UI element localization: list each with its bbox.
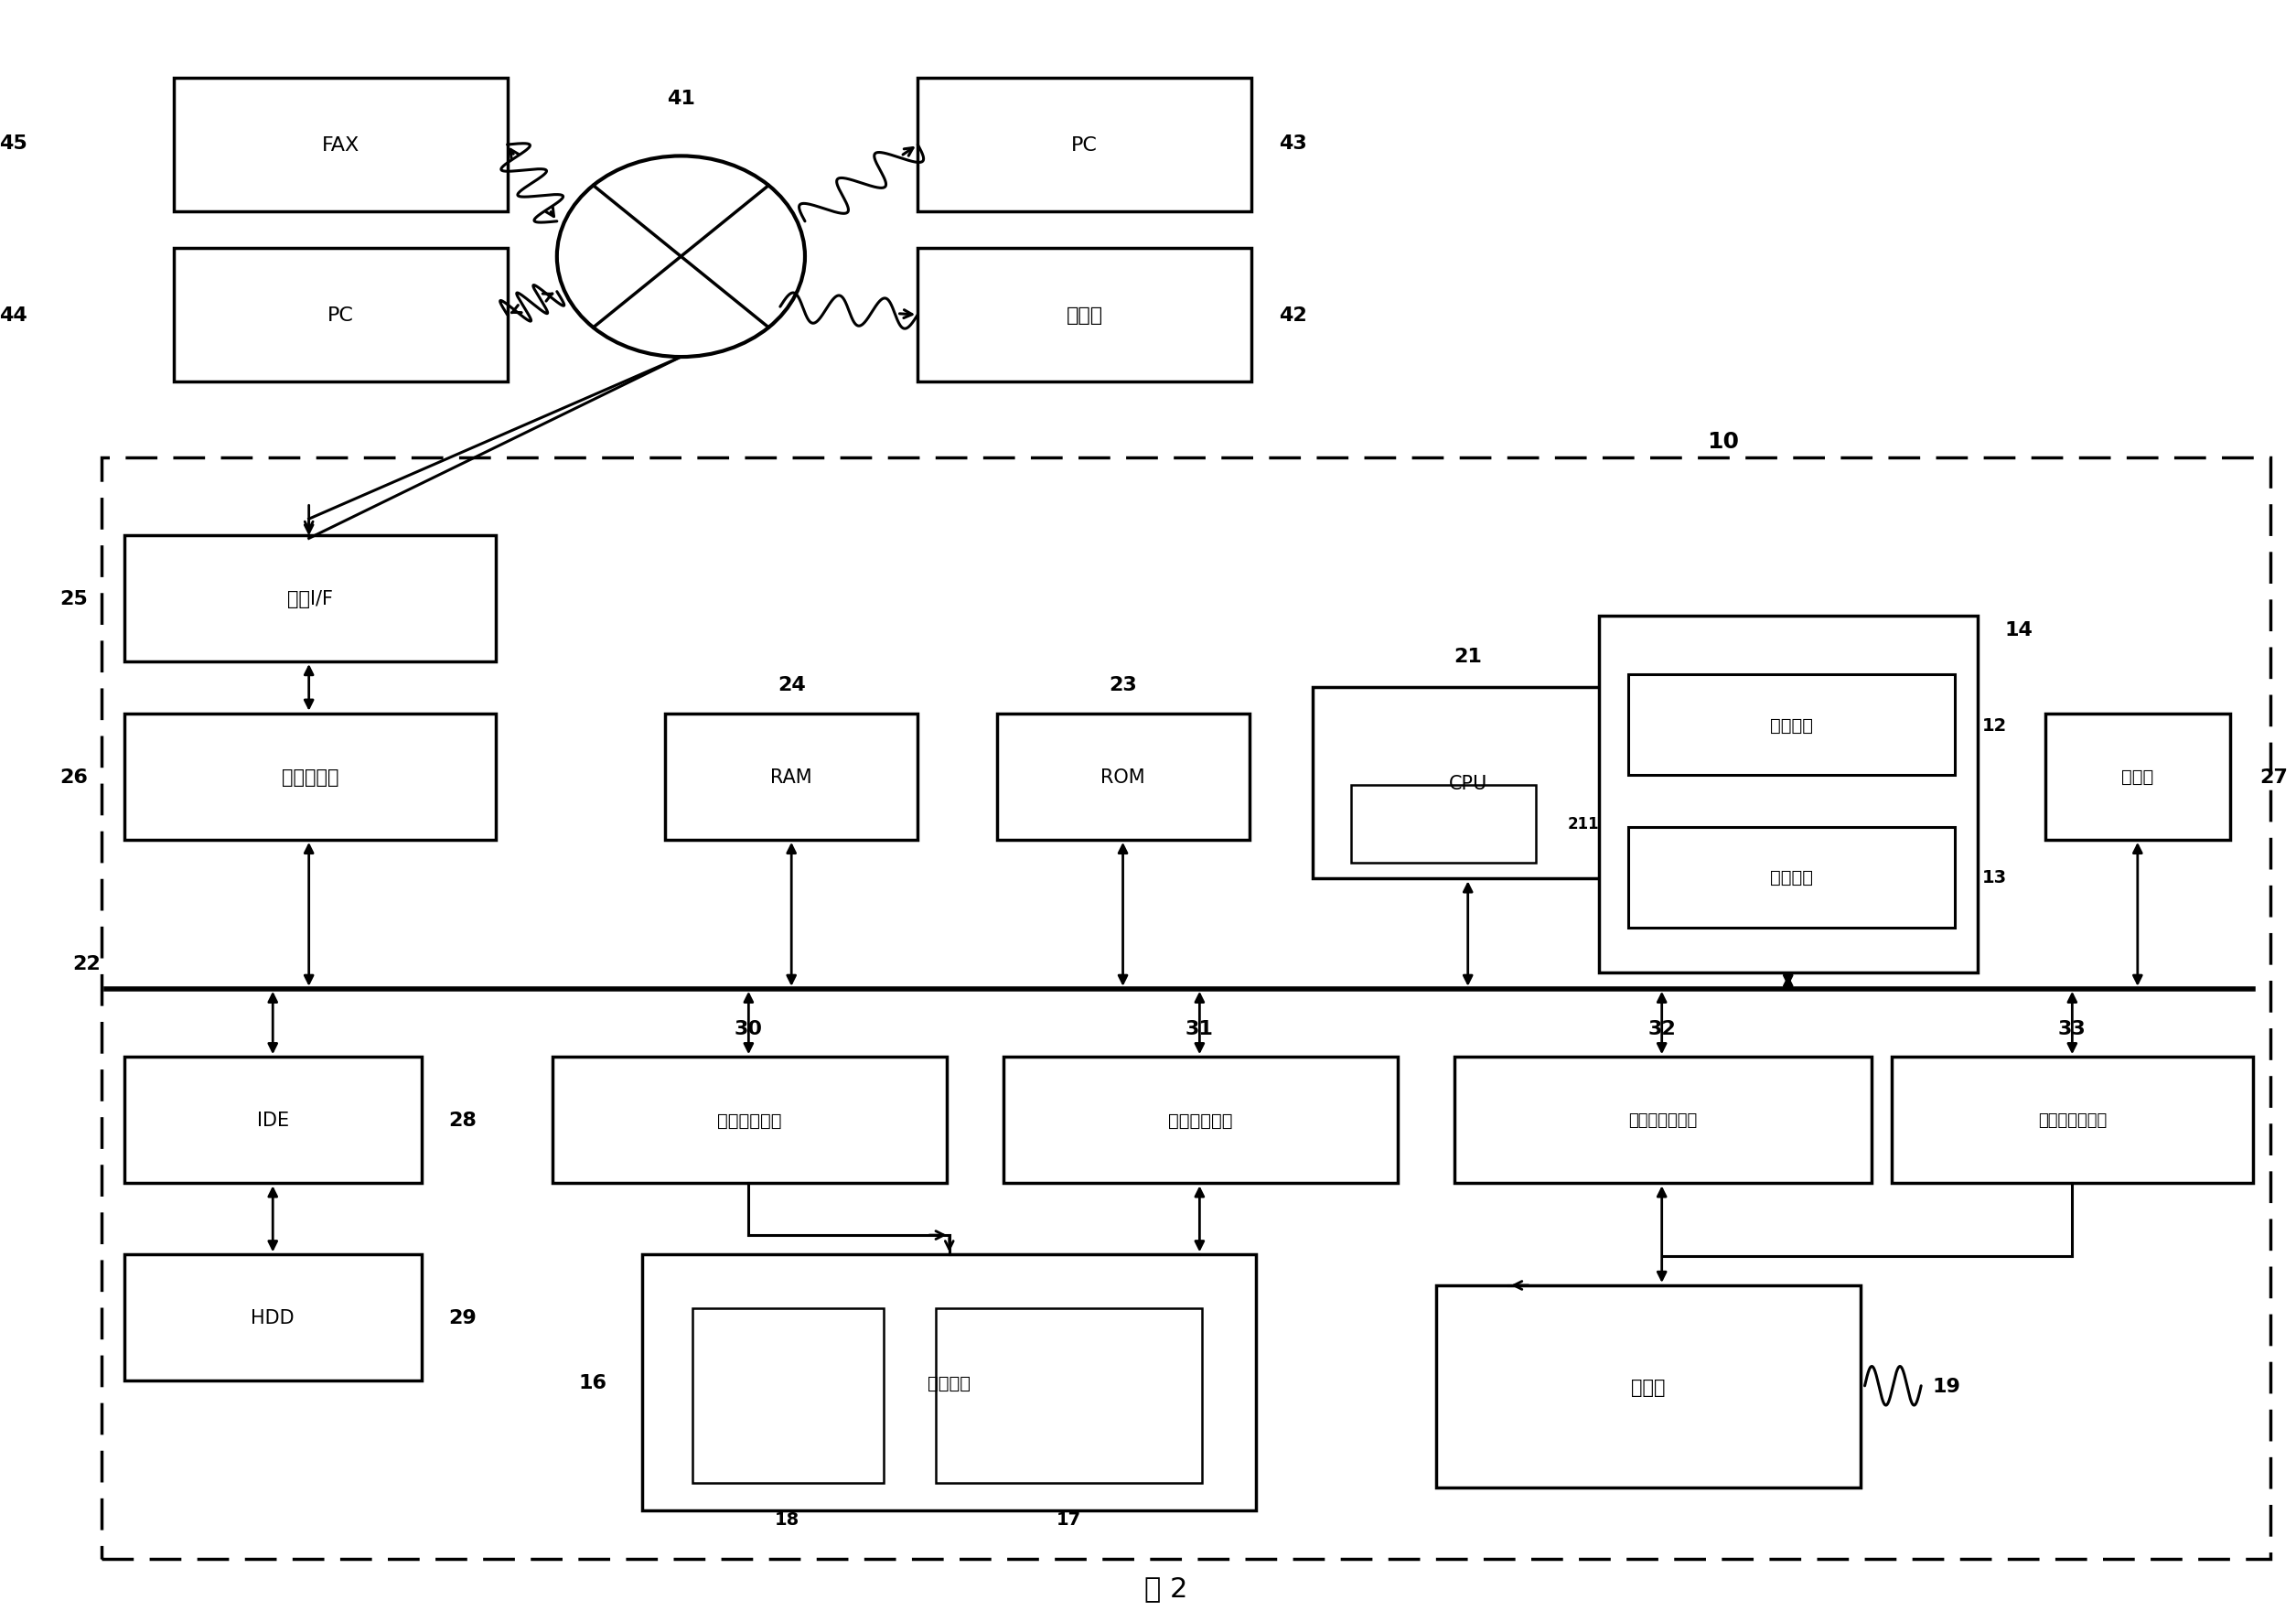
Text: 服务器: 服务器 — [1065, 307, 1102, 324]
Bar — [553, 1058, 946, 1184]
Text: 44: 44 — [0, 307, 28, 324]
Text: 22: 22 — [71, 955, 101, 973]
Text: RAM: RAM — [771, 767, 813, 787]
Text: 26: 26 — [60, 767, 87, 787]
Bar — [1892, 1058, 2252, 1184]
Text: 网络控制器: 网络控制器 — [282, 767, 338, 787]
Text: 31: 31 — [1185, 1020, 1215, 1038]
Bar — [1628, 675, 1954, 775]
Text: 打印机控制单元: 打印机控制单元 — [1628, 1113, 1697, 1129]
Bar — [124, 1255, 422, 1380]
Bar — [1453, 1058, 1871, 1184]
Bar — [937, 1309, 1201, 1483]
Bar — [643, 1255, 1256, 1510]
Text: ROM: ROM — [1100, 767, 1146, 787]
Text: FAX: FAX — [321, 136, 358, 154]
Bar — [174, 79, 507, 212]
Text: 33: 33 — [2057, 1020, 2087, 1038]
Text: 25: 25 — [60, 590, 87, 608]
Bar — [1598, 616, 1977, 973]
Text: 10: 10 — [1706, 431, 1738, 453]
Bar — [1350, 785, 1536, 863]
Text: 43: 43 — [1279, 135, 1306, 152]
Text: 29: 29 — [448, 1309, 478, 1327]
Text: 211: 211 — [1568, 816, 1598, 832]
Text: 读取单元: 读取单元 — [928, 1374, 971, 1392]
Bar — [691, 1309, 884, 1483]
Bar — [2046, 714, 2229, 840]
Text: 18: 18 — [774, 1510, 799, 1528]
Text: 23: 23 — [1109, 676, 1137, 694]
Text: 打印机: 打印机 — [1630, 1377, 1665, 1397]
Text: 19: 19 — [1933, 1377, 1961, 1395]
Text: 27: 27 — [2259, 767, 2287, 787]
Text: 复印控制单元: 复印控制单元 — [716, 1111, 783, 1129]
Text: 28: 28 — [448, 1111, 478, 1129]
Text: 读卡器: 读卡器 — [2122, 769, 2154, 785]
Text: HDD: HDD — [250, 1309, 294, 1327]
Text: CPU: CPU — [1449, 774, 1488, 793]
Bar — [1437, 1286, 1860, 1487]
Text: 41: 41 — [666, 89, 696, 109]
Text: PC: PC — [328, 307, 354, 324]
Text: 操作单元: 操作单元 — [1770, 717, 1814, 733]
Text: 14: 14 — [2004, 621, 2032, 639]
Text: 图 2: 图 2 — [1143, 1575, 1187, 1601]
Bar — [918, 79, 1251, 212]
Bar — [124, 535, 496, 662]
Text: 网络I/F: 网络I/F — [287, 590, 333, 608]
Text: 30: 30 — [735, 1020, 762, 1038]
Text: 读取控制单元: 读取控制单元 — [1169, 1111, 1233, 1129]
Text: 显示单元: 显示单元 — [1770, 869, 1814, 886]
Bar — [1628, 827, 1954, 928]
Text: 16: 16 — [579, 1374, 606, 1392]
Text: 45: 45 — [0, 135, 28, 152]
Text: 13: 13 — [1981, 869, 2007, 886]
Bar — [124, 1058, 422, 1184]
Text: IDE: IDE — [257, 1111, 289, 1129]
Bar — [174, 250, 507, 381]
Bar — [1003, 1058, 1398, 1184]
Text: 12: 12 — [1981, 717, 2007, 733]
Bar — [101, 457, 2271, 1559]
Bar — [996, 714, 1249, 840]
Bar — [666, 714, 918, 840]
Text: 传真机控制单元: 传真机控制单元 — [2039, 1113, 2108, 1129]
Bar — [1313, 688, 1623, 879]
Text: PC: PC — [1072, 136, 1097, 154]
Text: 42: 42 — [1279, 307, 1306, 324]
Text: 17: 17 — [1056, 1510, 1081, 1528]
Text: 21: 21 — [1453, 647, 1481, 665]
Text: 32: 32 — [1649, 1020, 1676, 1038]
Bar — [918, 250, 1251, 381]
Text: 24: 24 — [778, 676, 806, 694]
Bar — [124, 714, 496, 840]
